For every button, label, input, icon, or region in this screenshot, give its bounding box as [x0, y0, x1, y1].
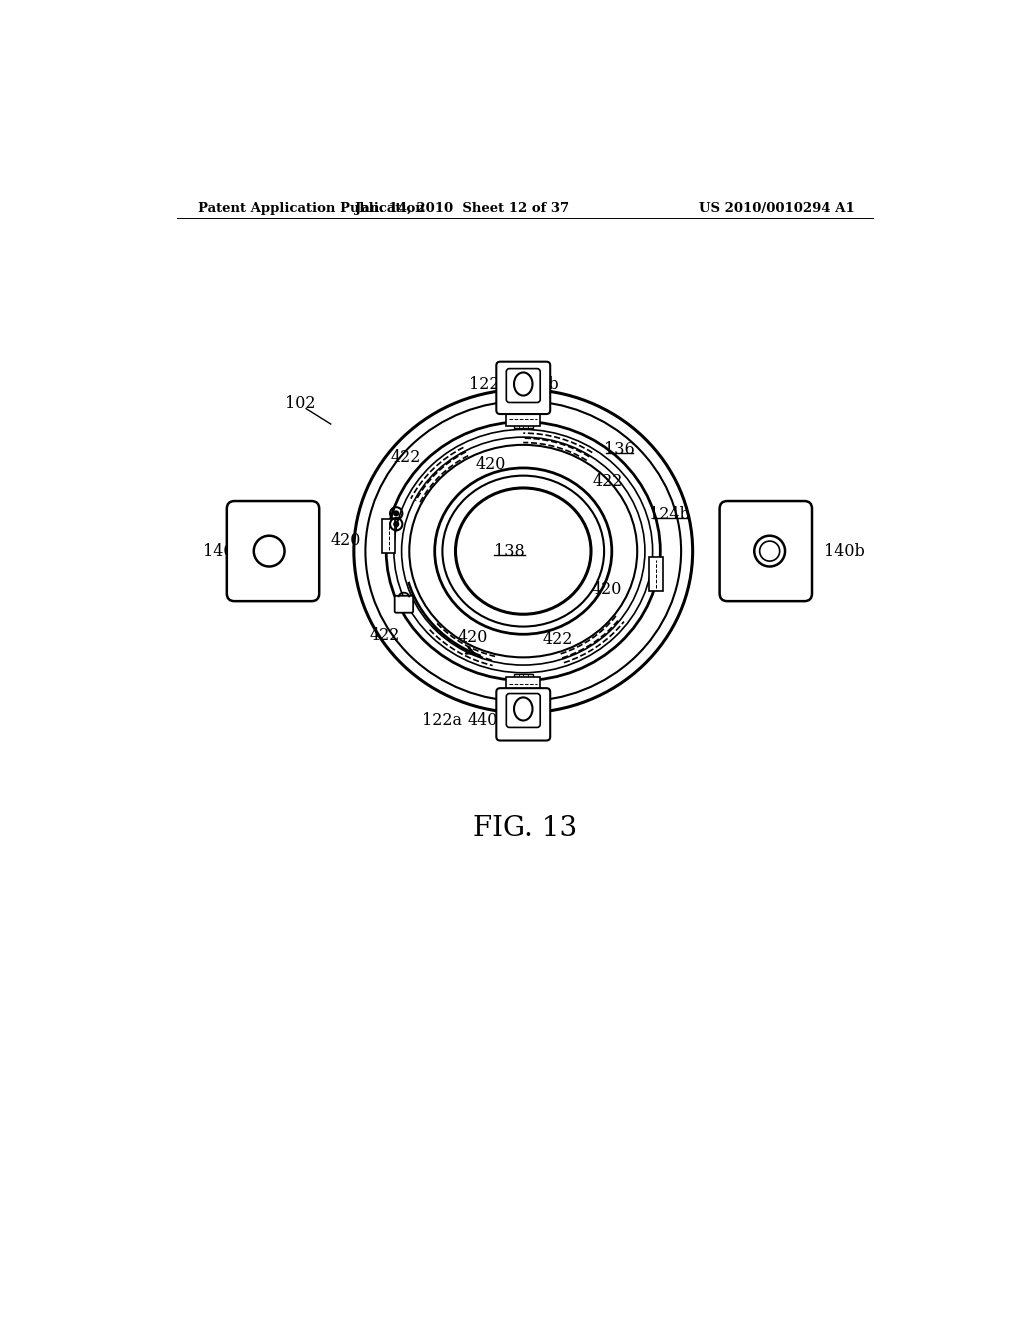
Text: Patent Application Publication: Patent Application Publication — [199, 202, 425, 215]
Text: 140a: 140a — [203, 543, 243, 560]
FancyBboxPatch shape — [720, 502, 812, 601]
Bar — [382, 519, 395, 553]
Text: 420: 420 — [458, 628, 488, 645]
Bar — [506, 412, 541, 425]
Text: 422: 422 — [391, 449, 422, 466]
Text: 140b: 140b — [823, 543, 864, 560]
Text: 122a: 122a — [422, 711, 462, 729]
FancyBboxPatch shape — [506, 693, 541, 727]
Text: 420: 420 — [591, 581, 622, 598]
Text: 138: 138 — [494, 543, 524, 560]
FancyBboxPatch shape — [506, 368, 541, 403]
Text: 102: 102 — [285, 395, 315, 412]
Bar — [514, 409, 532, 428]
Text: 422: 422 — [370, 627, 399, 644]
Text: 440a: 440a — [468, 711, 508, 729]
Text: 124b: 124b — [649, 506, 690, 523]
Text: 420: 420 — [331, 532, 361, 549]
FancyBboxPatch shape — [226, 502, 319, 601]
Text: US 2010/0010294 A1: US 2010/0010294 A1 — [698, 202, 854, 215]
Circle shape — [393, 521, 399, 527]
Circle shape — [393, 511, 399, 516]
Text: 136: 136 — [604, 441, 635, 458]
Text: 122b: 122b — [469, 375, 510, 392]
Bar — [514, 675, 532, 693]
Bar — [649, 557, 663, 591]
FancyBboxPatch shape — [497, 362, 550, 414]
Text: 124a: 124a — [266, 506, 306, 523]
FancyBboxPatch shape — [497, 688, 550, 741]
Text: 420: 420 — [476, 457, 506, 474]
Text: 422: 422 — [543, 631, 573, 648]
Bar — [506, 677, 541, 690]
Text: 422: 422 — [593, 474, 624, 490]
Text: 440b: 440b — [518, 375, 559, 392]
Text: Jan. 14, 2010  Sheet 12 of 37: Jan. 14, 2010 Sheet 12 of 37 — [354, 202, 568, 215]
Text: FIG. 13: FIG. 13 — [473, 814, 577, 842]
FancyBboxPatch shape — [394, 595, 413, 612]
